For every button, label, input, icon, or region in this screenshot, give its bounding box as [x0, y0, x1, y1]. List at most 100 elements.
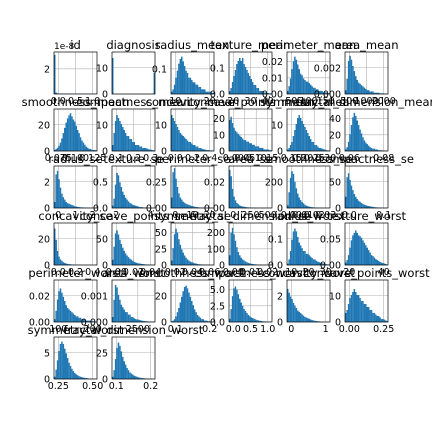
histogram-bar — [249, 143, 251, 151]
histogram-bar — [82, 142, 85, 151]
histogram-bar — [139, 146, 141, 151]
x-tick-label: 0.125 — [79, 153, 106, 164]
histogram-bar — [357, 295, 360, 322]
y-tick-label: 0 — [335, 318, 341, 329]
x-tick-label: 0.0 — [51, 267, 66, 278]
histogram-bar — [140, 207, 143, 208]
histogram-bar — [233, 76, 235, 94]
histogram-bar — [68, 203, 70, 208]
x-tick-label: 150 — [317, 96, 335, 107]
histogram-bar — [246, 207, 248, 208]
histogram-bar — [182, 291, 184, 322]
histogram-bar — [243, 260, 245, 265]
histogram-bar — [298, 69, 300, 94]
subplot-title: perimeter_mean — [261, 38, 356, 52]
histogram-bar — [82, 377, 85, 379]
histogram-bar — [379, 150, 381, 151]
histogram-bar — [58, 351, 60, 379]
x-tick-label: 0.04 — [140, 267, 161, 278]
x-tick-label: 10 — [169, 96, 181, 107]
histogram-bar — [206, 320, 209, 322]
histogram-bar — [119, 239, 121, 265]
histogram-bar — [288, 259, 290, 265]
histogram-bar — [88, 148, 90, 151]
y-tick-label: 0.01 — [262, 73, 283, 84]
x-tick-label: 20 — [343, 267, 355, 278]
histogram-bar — [61, 341, 63, 379]
x-tick-label: 0.03 — [315, 210, 336, 221]
histogram-bar — [287, 263, 289, 265]
x-tick-label: 0.0 — [226, 324, 241, 335]
histogram-bar — [347, 141, 350, 151]
subplot-title: concave_points_mean — [187, 95, 314, 109]
histogram-bar — [56, 147, 59, 151]
y-tick-label: 0 — [219, 261, 225, 272]
x-tick-label: 0.4 — [202, 153, 217, 164]
histogram-bar — [58, 291, 60, 322]
axes-frame — [53, 336, 98, 380]
histogram-bar — [211, 92, 213, 94]
y-tick-label: 10 — [271, 120, 283, 131]
histogram-bar — [291, 239, 293, 265]
histogram-bar — [186, 288, 189, 322]
histogram-bar — [292, 61, 295, 94]
x-tick-label: 0.04 — [182, 267, 203, 278]
histogram-bar — [143, 264, 146, 265]
histogram-bar — [136, 262, 138, 265]
axes-frame — [53, 108, 98, 152]
histogram-bar — [239, 255, 241, 265]
histogram-bar — [56, 360, 59, 379]
histogram-bar — [289, 296, 292, 322]
histogram-bar — [299, 313, 302, 322]
histogram-bar — [127, 314, 130, 322]
histogram-bar — [359, 298, 361, 322]
histogram-bar — [231, 188, 234, 208]
histogram-bar — [311, 86, 313, 94]
histogram-bar — [314, 320, 316, 322]
histogram-bar — [230, 176, 232, 208]
x-tick-label: 2 — [113, 210, 119, 221]
histogram-bar — [62, 344, 65, 379]
histogram-bar — [317, 321, 319, 322]
histogram-bar — [76, 375, 79, 379]
histogram-bar — [295, 308, 298, 322]
histogram-bar — [205, 149, 207, 151]
subplot-perimeter-worst: 0.00 0.02 100 200 perimeter_worst — [28, 266, 123, 335]
histogram-bar — [202, 319, 205, 322]
histogram-bar — [314, 145, 316, 151]
x-tick-label: 2000 — [372, 96, 396, 107]
histogram-bar — [251, 318, 254, 322]
y-tick-label: 0.5 — [93, 177, 108, 188]
histogram-bar — [76, 316, 79, 322]
histogram-bar — [356, 199, 358, 208]
histogram-bar — [356, 120, 358, 151]
histogram-bar — [305, 130, 308, 151]
histogram-bar — [89, 148, 92, 151]
histogram-bar — [301, 121, 303, 151]
histogram-bar — [350, 125, 353, 151]
histogram-bar — [185, 70, 187, 94]
histogram-bar — [129, 139, 131, 151]
histogram-bar — [59, 187, 62, 208]
axes-frame — [111, 222, 156, 266]
histogram-bar — [183, 287, 186, 322]
histogram-bar — [124, 253, 127, 265]
histogram-bar — [72, 371, 75, 379]
subplot-symmetry-se: 0 25 50 0.020.040.06 symmetry_se — [154, 209, 231, 278]
histogram-bar — [117, 294, 120, 322]
histogram-bar — [304, 127, 306, 151]
histogram-bar — [321, 263, 323, 265]
histogram-bar — [185, 139, 187, 151]
histogram-bar — [132, 317, 134, 322]
histogram-bar — [294, 181, 296, 208]
histogram-bar — [54, 228, 56, 265]
histogram-bar — [134, 376, 137, 379]
axes-frame — [228, 222, 273, 266]
histogram-bar — [347, 60, 350, 94]
subplot-perimeter-se: 0.00 0.25 0 10 20 perimeter_se — [146, 152, 231, 221]
histogram-bar — [181, 56, 183, 94]
histogram-bar — [365, 142, 367, 151]
subplot-title: smoothness_worst — [139, 266, 246, 280]
